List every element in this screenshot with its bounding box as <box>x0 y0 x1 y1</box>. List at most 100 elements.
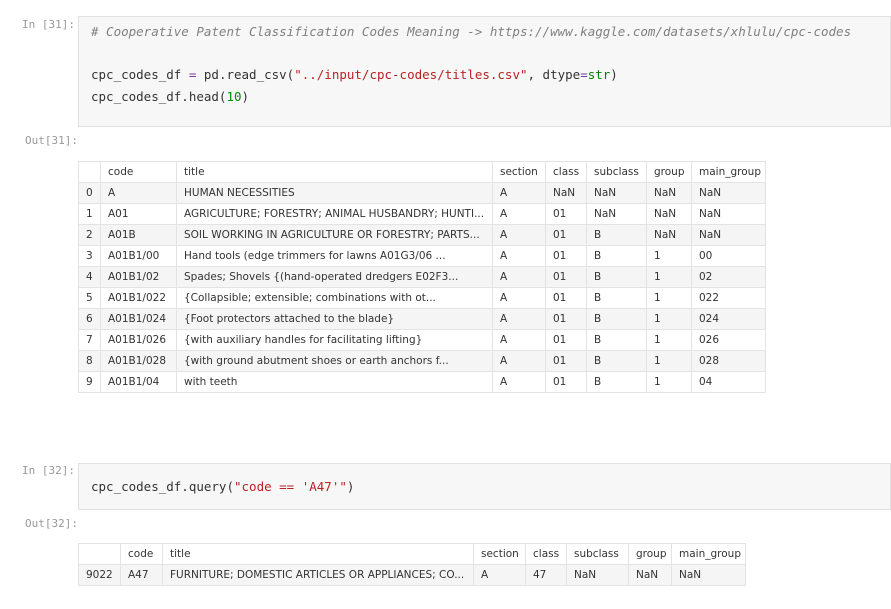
table-cell: A <box>492 371 546 393</box>
table-cell: AGRICULTURE; FORESTRY; ANIMAL HUSBANDRY;… <box>176 203 493 225</box>
table-cell: {Collapsible; extensible; combinations w… <box>176 287 493 309</box>
row-index: 7 <box>78 329 101 351</box>
row-index: 1 <box>78 203 101 225</box>
table-cell: A01B1/00 <box>100 245 177 267</box>
code-token: ) <box>241 89 250 104</box>
row-index: 5 <box>78 287 101 309</box>
table-cell: 1 <box>646 350 692 372</box>
code-line: cpc_codes_df.query("code == 'A47'") <box>91 476 354 498</box>
code-token: "../input/cpc-codes/titles.csv" <box>294 67 528 82</box>
table-body: 0 A HUMAN NECESSITIES A NaN NaN NaN NaN 1 A01 AGRI… <box>78 182 766 393</box>
table-row: 2 A01B SOIL WORKING IN AGRICULTURE OR FORE… <box>78 224 766 246</box>
table-cell: A01B1/04 <box>100 371 177 393</box>
table-cell: 01 <box>545 224 587 246</box>
code-cell[interactable]: # Cooperative Patent Classification Code… <box>78 16 891 127</box>
column-header: class <box>545 161 587 183</box>
table-cell: A01B1/024 <box>100 308 177 330</box>
table-row: 5 A01B1/022 {Collapsible; extensible; comb… <box>78 287 766 309</box>
row-index: 9 <box>78 371 101 393</box>
table-cell: A <box>492 203 546 225</box>
column-header: title <box>176 161 493 183</box>
table-head: code title section class subclass group main_g… <box>78 543 746 565</box>
table-cell: 04 <box>691 371 766 393</box>
table-row: 7 A01B1/026 {with auxiliary handles for fa… <box>78 329 766 351</box>
table-cell: B <box>586 266 647 288</box>
table-cell: SOIL WORKING IN AGRICULTURE OR FORESTRY;… <box>176 224 493 246</box>
table-cell: 1 <box>646 245 692 267</box>
table-cell: B <box>586 224 647 246</box>
table-cell: A <box>492 224 546 246</box>
table-cell: A47 <box>120 564 163 586</box>
table-cell: 1 <box>646 371 692 393</box>
column-header: code <box>120 543 163 565</box>
code-token: cpc_codes_df <box>91 67 182 82</box>
table-cell: 028 <box>691 350 766 372</box>
column-header: group <box>628 543 672 565</box>
code-token: = <box>580 67 588 82</box>
code-token: "code == 'A47'" <box>234 479 347 494</box>
dataframe: code title section class subclass group main_g… <box>78 543 746 586</box>
table-cell: B <box>586 350 647 372</box>
column-header: section <box>492 161 546 183</box>
table-cell: HUMAN NECESSITIES <box>176 182 493 204</box>
code-line: cpc_codes_df.head(10) <box>91 86 249 108</box>
code-token: pd.read_csv( <box>203 67 295 82</box>
table-cell: NaN <box>566 564 629 586</box>
table-cell: NaN <box>646 203 692 225</box>
dataframe: code title section class subclass group main_g… <box>78 161 766 393</box>
table-cell: A <box>492 182 546 204</box>
code-token: = <box>181 67 204 82</box>
table-row: 4 A01B1/02 Spades; Shovels {(hand-operated… <box>78 266 766 288</box>
table-cell: A <box>492 350 546 372</box>
table-cell: 02 <box>691 266 766 288</box>
table-cell: A <box>492 287 546 309</box>
table-cell: {with auxiliary handles for facilitating… <box>176 329 493 351</box>
table-cell: Spades; Shovels {(hand-operated dredgers… <box>176 266 493 288</box>
code-line: cpc_codes_df = pd.read_csv("../input/cpc… <box>91 64 618 86</box>
table-cell: 01 <box>545 287 587 309</box>
table-cell: 01 <box>545 203 587 225</box>
table-cell: B <box>586 287 647 309</box>
row-index: 3 <box>78 245 101 267</box>
table-cell: B <box>586 245 647 267</box>
table-cell: NaN <box>586 182 647 204</box>
code-cell[interactable]: cpc_codes_df.query("code == 'A47'") <box>78 463 891 510</box>
table-cell: A <box>492 245 546 267</box>
input-prompt: In [32]: <box>22 464 75 477</box>
table-cell: A <box>473 564 526 586</box>
table-cell: B <box>586 329 647 351</box>
row-index: 9022 <box>78 564 121 586</box>
column-header: title <box>162 543 474 565</box>
table-row: 0 A HUMAN NECESSITIES A NaN NaN NaN NaN <box>78 182 766 204</box>
table-cell: 024 <box>691 308 766 330</box>
row-index: 0 <box>78 182 101 204</box>
table-cell: A01B1/028 <box>100 350 177 372</box>
table-cell: 01 <box>545 266 587 288</box>
output-prompt: Out[32]: <box>25 517 78 530</box>
column-header: class <box>525 543 567 565</box>
column-header: main_group <box>691 161 766 183</box>
table-cell: A <box>492 266 546 288</box>
column-header: group <box>646 161 692 183</box>
code-token: ) <box>346 479 355 494</box>
code-token: 10 <box>226 89 242 104</box>
input-prompt: In [31]: <box>22 18 75 31</box>
table-cell: A01 <box>100 203 177 225</box>
table-cell: 022 <box>691 287 766 309</box>
table-cell: Hand tools (edge trimmers for lawns A01G… <box>176 245 493 267</box>
table-cell: 1 <box>646 329 692 351</box>
column-header: section <box>473 543 526 565</box>
code-token: str <box>587 67 611 82</box>
code-token: ) <box>610 67 618 82</box>
table-cell: NaN <box>691 203 766 225</box>
column-header: subclass <box>586 161 647 183</box>
table-cell: B <box>586 371 647 393</box>
table-cell: 026 <box>691 329 766 351</box>
table-cell: 01 <box>545 245 587 267</box>
table-row: 1 A01 AGRICULTURE; FORESTRY; ANIMAL HUSBAN… <box>78 203 766 225</box>
table-cell: 01 <box>545 329 587 351</box>
column-header: subclass <box>566 543 629 565</box>
table-row: 9022 A47 FURNITURE; DOMESTIC ARTICLES OR A… <box>78 564 746 586</box>
column-header: main_group <box>671 543 746 565</box>
